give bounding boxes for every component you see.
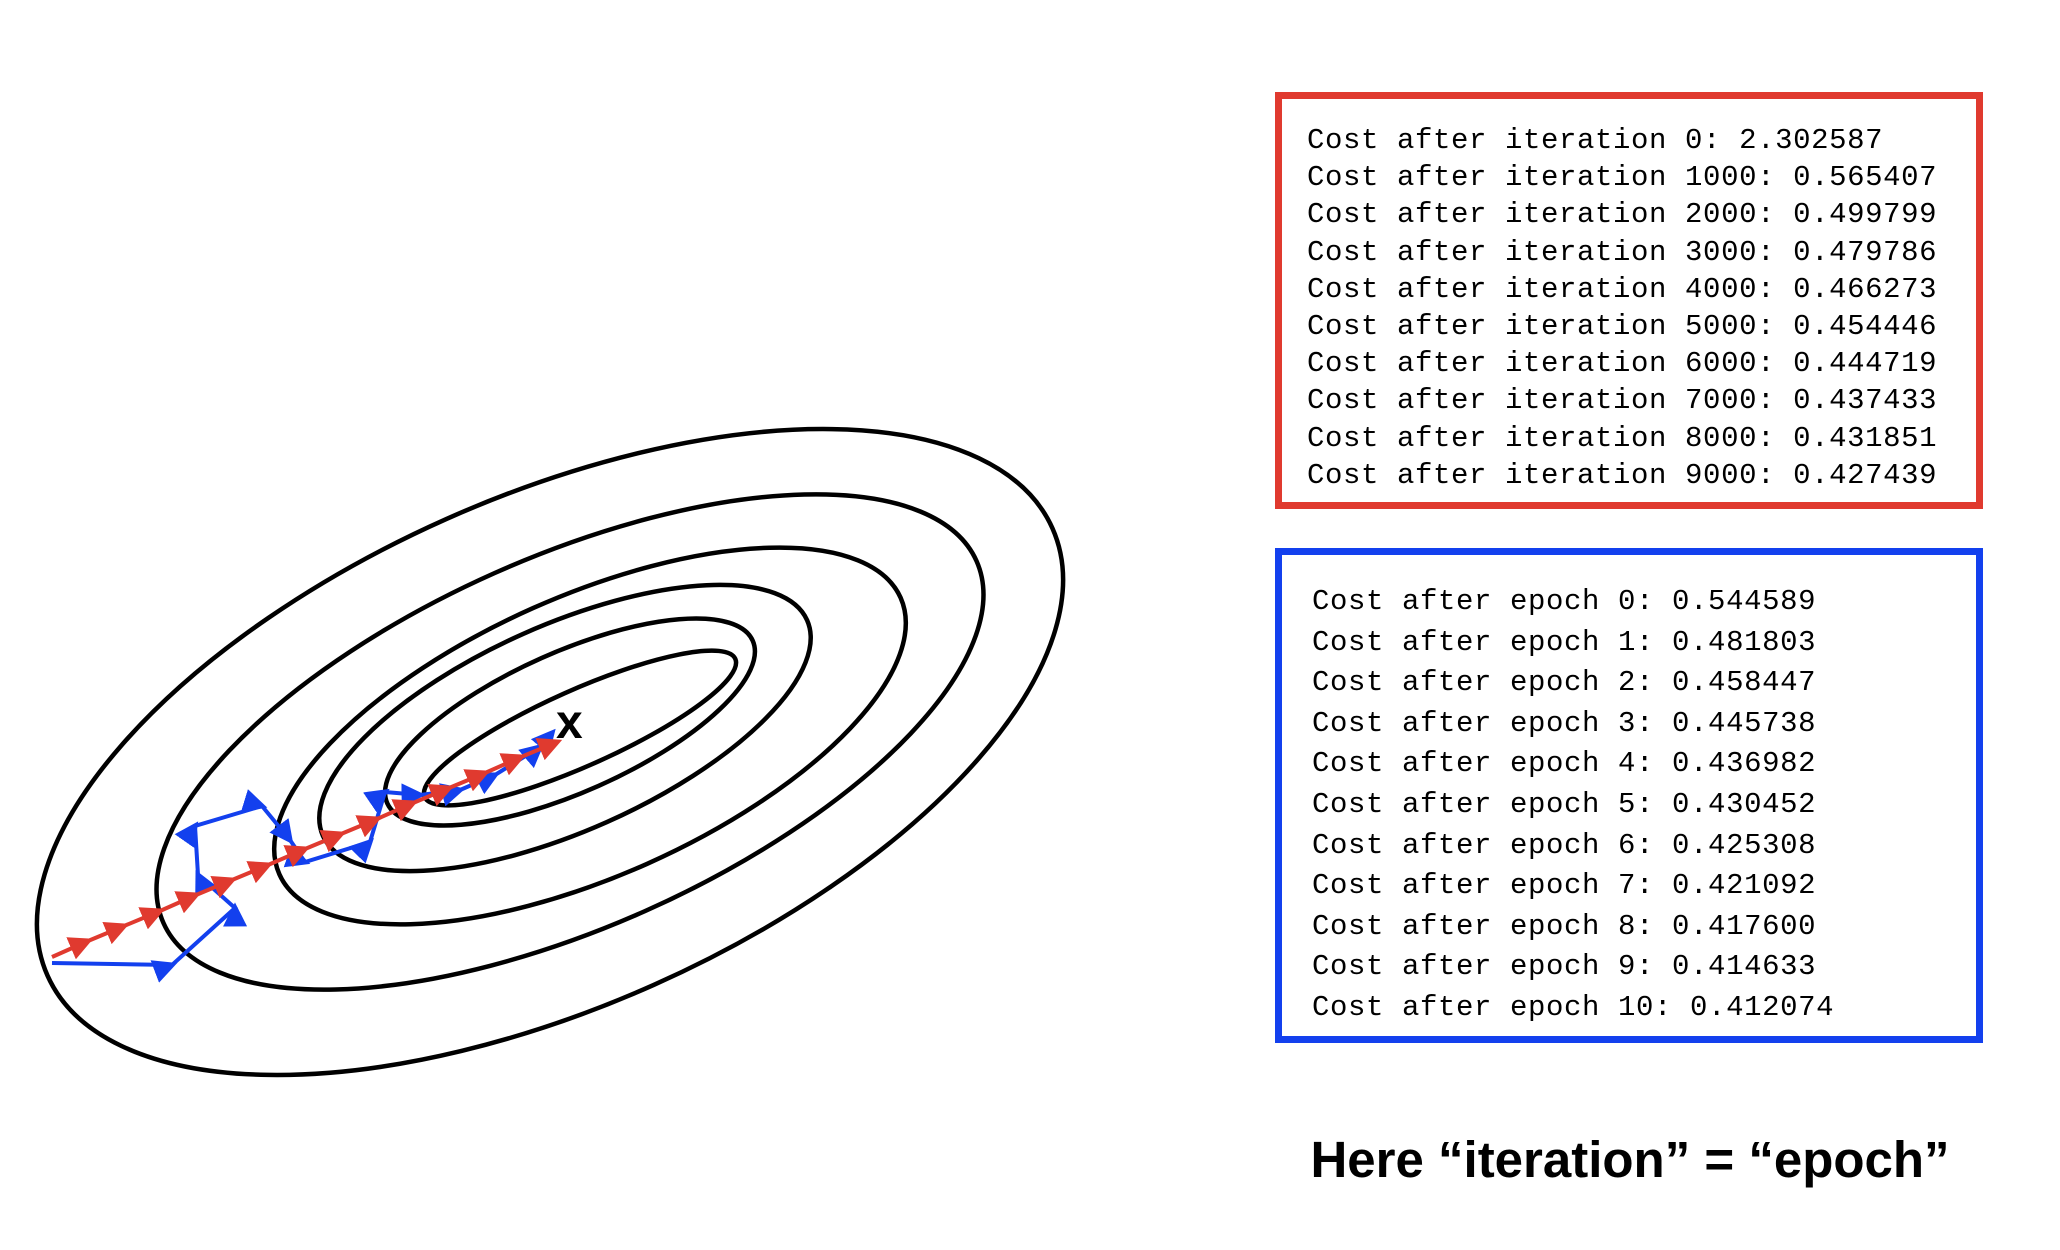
epoch-log-line: Cost after epoch 0: 0.544589	[1312, 585, 1817, 618]
batch-log-line: Cost after iteration 2000: 0.499799	[1307, 198, 1938, 232]
batch-log-line: Cost after iteration 7000: 0.437433	[1307, 384, 1938, 418]
batch-path	[51, 737, 563, 960]
caption: Here “iteration” = “epoch”	[1310, 1131, 1950, 1188]
batch-log-line: Cost after iteration 0: 2.302587	[1307, 124, 1884, 157]
epoch-log-line: Cost after epoch 5: 0.430452	[1312, 787, 1817, 821]
epoch-log-line: Cost after epoch 10: 0.412074	[1312, 990, 1835, 1024]
epoch-log-line: Cost after epoch 8: 0.417600	[1312, 909, 1817, 943]
batch-log-line: Cost after iteration 6000: 0.444719	[1307, 347, 1938, 381]
minimum-marker: x	[556, 696, 583, 749]
batch-log-line: Cost after iteration 4000: 0.466273	[1307, 272, 1938, 306]
batch-log-line: Cost after iteration 8000: 0.431851	[1307, 421, 1938, 455]
contour-ring-3	[271, 545, 909, 927]
epoch-log-line: Cost after epoch 7: 0.421092	[1312, 869, 1817, 903]
epoch-log-line: Cost after epoch 9: 0.414633	[1312, 950, 1817, 984]
epoch-log-line: Cost after epoch 1: 0.481803	[1312, 625, 1817, 659]
batch-log-line: Cost after iteration 1000: 0.565407	[1307, 161, 1938, 195]
epoch-log-line: Cost after epoch 3: 0.445738	[1312, 706, 1817, 740]
batch-gradient-descent-log: Cost after iteration 0: 2.302587 Cost af…	[1275, 92, 1983, 509]
epoch-log-line: Cost after epoch 2: 0.458447	[1312, 666, 1817, 700]
contour-lines	[34, 426, 1066, 1078]
batch-log-line: Cost after iteration 3000: 0.479786	[1307, 235, 1938, 269]
batch-log-line: Cost after iteration 5000: 0.454446	[1307, 309, 1938, 343]
batch-log-line: Cost after iteration 9000: 0.427439	[1307, 458, 1938, 492]
epoch-log-line: Cost after epoch 6: 0.425308	[1312, 828, 1817, 862]
epoch-log-line: Cost after epoch 4: 0.436982	[1312, 747, 1817, 781]
contour-ring-1	[34, 426, 1066, 1078]
stochastic-gradient-descent-log: Cost after epoch 0: 0.544589 Cost after …	[1275, 548, 1983, 1043]
